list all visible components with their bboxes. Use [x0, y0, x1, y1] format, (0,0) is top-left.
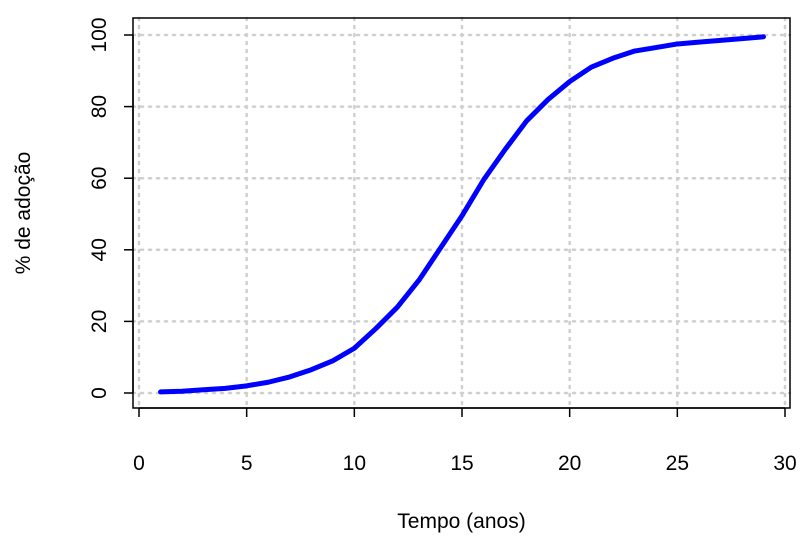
y-tick-label: 80 [88, 95, 111, 118]
x-tick-label: 15 [450, 452, 473, 475]
y-axis-title: % de adoção [12, 152, 35, 275]
series-line-0 [158, 34, 766, 395]
x-tick-label: 10 [343, 452, 366, 475]
series-layer [158, 34, 766, 395]
x-tick-label: 0 [133, 452, 145, 475]
x-tick-label: 20 [558, 452, 581, 475]
y-axis: 0 20 40 60 80 100 [88, 17, 134, 399]
x-axis: 0 5 10 15 20 25 30 [133, 407, 797, 475]
x-tick-label: 30 [773, 452, 796, 475]
y-tick-label: 0 [88, 387, 111, 399]
y-tick-label: 20 [88, 310, 111, 333]
y-tick-label: 60 [88, 167, 111, 190]
y-tick-label: 40 [88, 238, 111, 261]
grid [131, 16, 792, 410]
x-tick-label: 25 [666, 452, 689, 475]
x-tick-label: 5 [241, 452, 253, 475]
x-axis-title: Tempo (anos) [397, 510, 525, 533]
y-tick-label: 100 [88, 17, 111, 52]
